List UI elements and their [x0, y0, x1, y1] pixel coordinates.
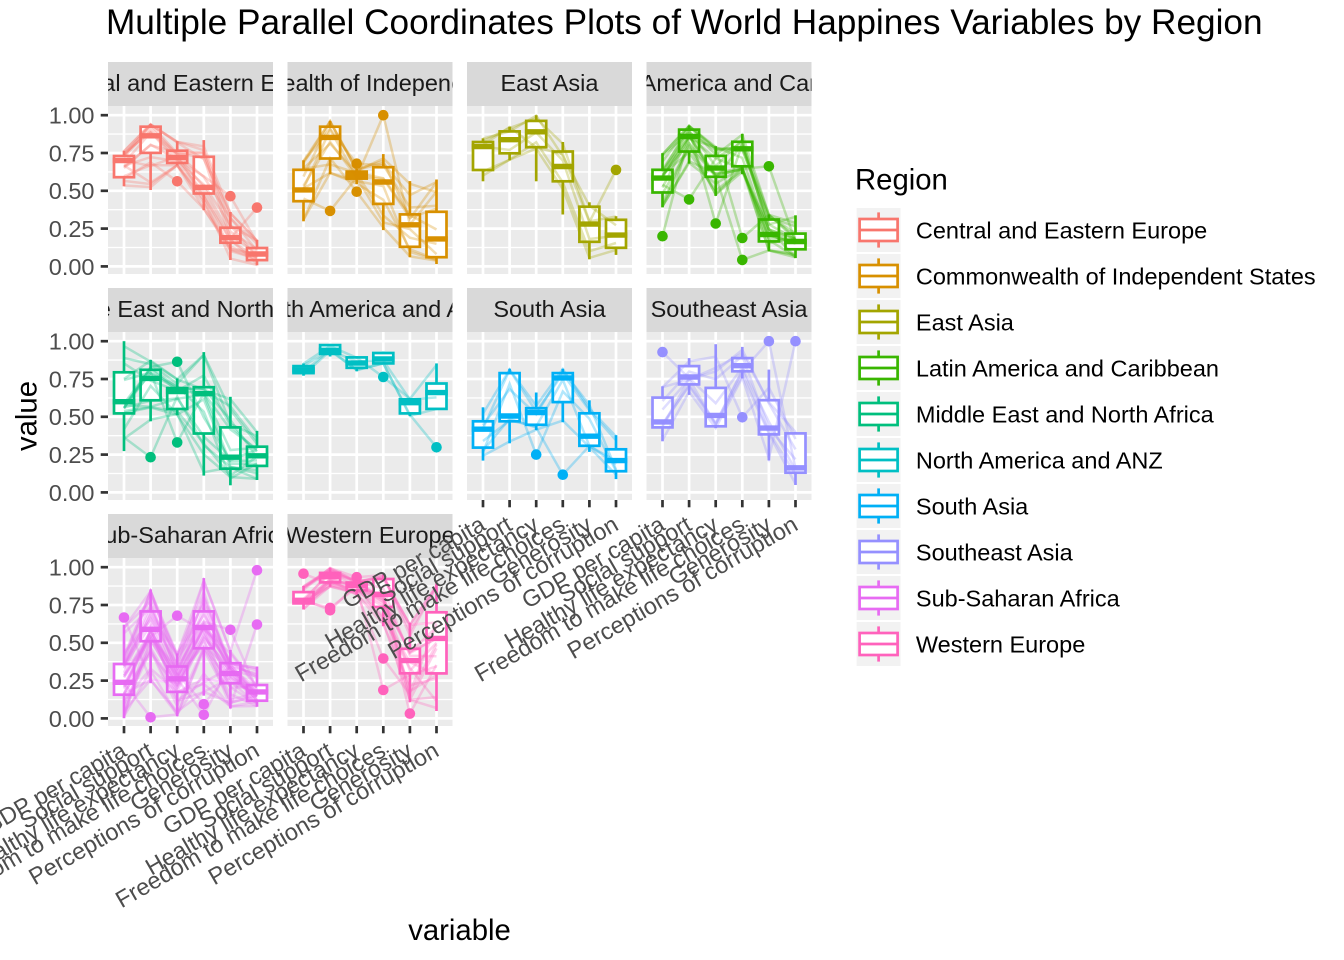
svg-text:Central and Eastern Europe: Central and Eastern Europe: [916, 217, 1207, 243]
svg-text:South Asia: South Asia: [916, 493, 1029, 519]
svg-text:Central and Eastern Europe: Central and Eastern Europe: [45, 70, 336, 96]
svg-text:Middle East and North Africa: Middle East and North Africa: [916, 401, 1215, 427]
svg-text:Western Europe: Western Europe: [285, 522, 454, 548]
svg-text:East Asia: East Asia: [916, 309, 1015, 335]
svg-text:Southeast Asia: Southeast Asia: [916, 539, 1074, 565]
svg-text:East Asia: East Asia: [501, 70, 600, 96]
svg-text:0.25: 0.25: [49, 442, 95, 468]
svg-text:0.00: 0.00: [49, 706, 95, 732]
svg-text:Commonwealth of Independent St: Commonwealth of Independent States: [916, 263, 1316, 289]
svg-text:Sub-Saharan Africa: Sub-Saharan Africa: [89, 522, 294, 548]
svg-text:1.00: 1.00: [49, 103, 95, 129]
svg-text:South Asia: South Asia: [493, 296, 606, 322]
svg-text:0.75: 0.75: [49, 592, 95, 618]
svg-text:1.00: 1.00: [49, 329, 95, 355]
svg-text:0.25: 0.25: [49, 668, 95, 694]
svg-text:Latin America and Caribbean: Latin America and Caribbean: [584, 70, 887, 96]
svg-text:Region: Region: [855, 164, 948, 197]
svg-text:Commonwealth of Independent St: Commonwealth of Independent States: [170, 70, 570, 96]
svg-text:0.75: 0.75: [49, 140, 95, 166]
svg-text:Middle East and North Africa: Middle East and North Africa: [42, 296, 341, 322]
svg-text:Southeast Asia: Southeast Asia: [651, 296, 809, 322]
svg-text:Multiple Parallel Coordinates: Multiple Parallel Coordinates Plots of W…: [106, 3, 1263, 42]
svg-text:0.50: 0.50: [49, 404, 95, 430]
svg-text:Western Europe: Western Europe: [916, 631, 1085, 657]
svg-text:0.75: 0.75: [49, 366, 95, 392]
svg-text:0.50: 0.50: [49, 178, 95, 204]
svg-text:North America and ANZ: North America and ANZ: [247, 296, 494, 322]
svg-text:0.50: 0.50: [49, 630, 95, 656]
svg-text:Latin America and Caribbean: Latin America and Caribbean: [916, 355, 1219, 381]
svg-text:1.00: 1.00: [49, 555, 95, 581]
svg-text:0.00: 0.00: [49, 480, 95, 506]
svg-text:variable: variable: [408, 914, 511, 947]
svg-text:North America and ANZ: North America and ANZ: [916, 447, 1163, 473]
svg-text:Sub-Saharan Africa: Sub-Saharan Africa: [916, 585, 1121, 611]
svg-text:0.25: 0.25: [49, 216, 95, 242]
svg-text:value: value: [11, 381, 44, 451]
svg-text:0.00: 0.00: [49, 254, 95, 280]
